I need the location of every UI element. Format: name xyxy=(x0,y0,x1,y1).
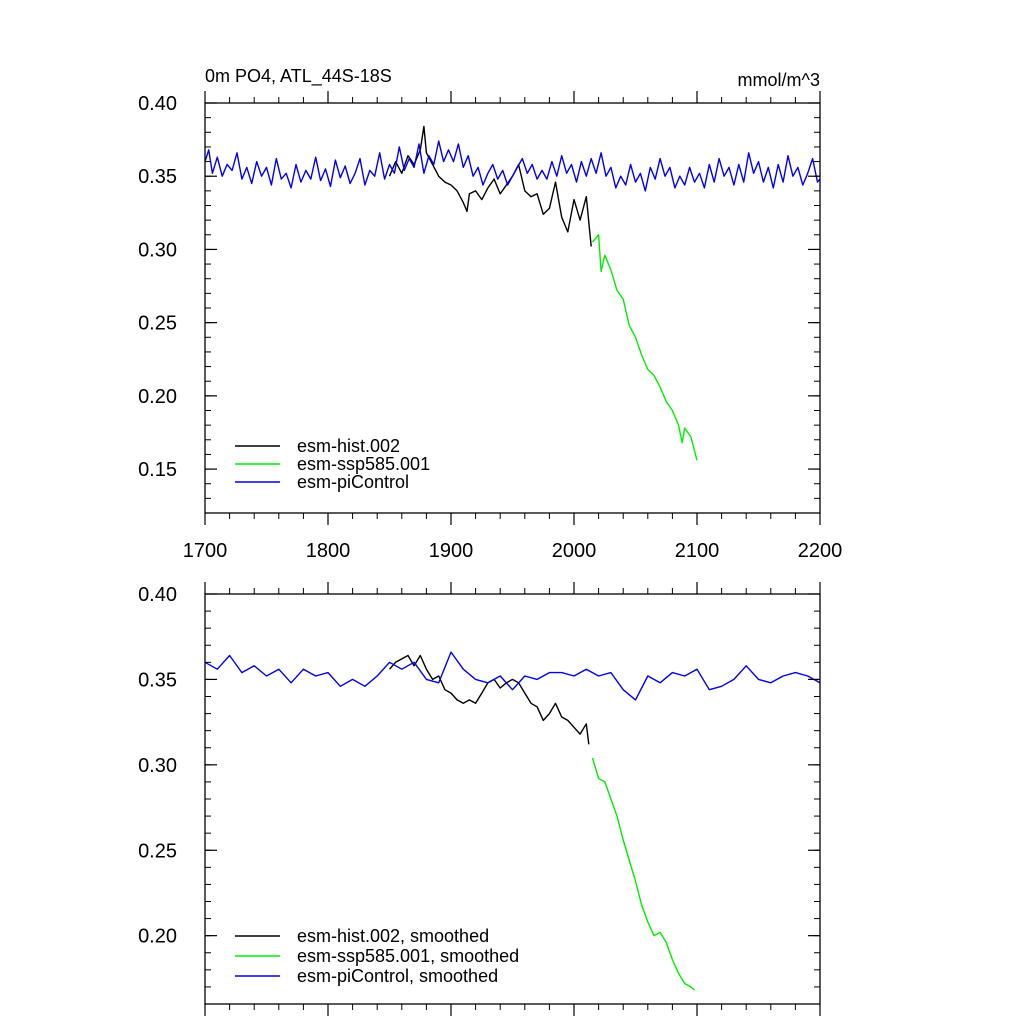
series-line-ctrl xyxy=(204,140,821,192)
legend-label: esm-hist.002, smoothed xyxy=(297,926,489,946)
y-tick-label: 0.40 xyxy=(138,93,177,115)
legend-label: esm-hist.002 xyxy=(297,436,400,456)
y-tick-label: 0.35 xyxy=(138,669,177,691)
x-tick-label: 2000 xyxy=(552,540,597,562)
bottom-panel: 0.20 0.25 0.30 0.35 0.40 esm-hist.002, smoot… xyxy=(138,582,821,1016)
x-tick-label: 2200 xyxy=(798,540,843,562)
y-tick-label: 0.30 xyxy=(138,755,177,777)
x-tick-label: 1700 xyxy=(183,540,228,562)
y-tick-label: 0.35 xyxy=(138,166,177,188)
legend-label: esm-piControl xyxy=(297,472,409,492)
series-line-ssp xyxy=(591,757,695,991)
y-tick-label: 0.20 xyxy=(138,386,177,408)
y-tick-label: 0.30 xyxy=(138,239,177,261)
legend-label: esm-ssp585.001, smoothed xyxy=(297,946,519,966)
x-tick-label: 2100 xyxy=(675,540,720,562)
y-tick-label: 0.15 xyxy=(138,459,177,481)
legend-label: esm-piControl, smoothed xyxy=(297,966,498,986)
series-line-hist xyxy=(388,125,592,247)
series-line-ctrl xyxy=(204,651,821,701)
y-tick-label: 0.20 xyxy=(138,926,177,948)
y-tick-label: 0.25 xyxy=(138,840,177,862)
y-tick-label: 0.40 xyxy=(138,584,177,606)
series-line-ssp xyxy=(591,234,698,461)
units-label: mmol/m^3 xyxy=(738,70,820,90)
y-tick-label: 0.25 xyxy=(138,313,177,335)
x-tick-label: 1800 xyxy=(306,540,351,562)
legend-label: esm-ssp585.001 xyxy=(297,454,430,474)
x-tick-label: 1900 xyxy=(429,540,474,562)
chart-title: 0m PO4, ATL_44S-18S xyxy=(205,66,392,87)
top-panel: 0m PO4, ATL_44S-18S mmol/m^3 0.15 0.20 0.2… xyxy=(138,66,842,562)
